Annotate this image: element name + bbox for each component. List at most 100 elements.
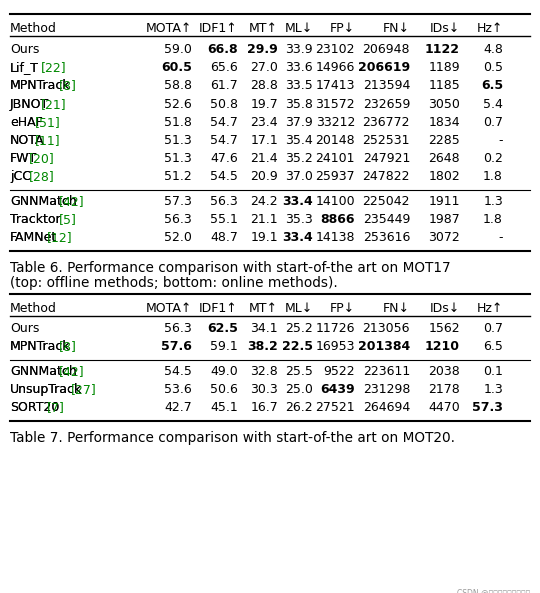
Text: 50.8: 50.8 xyxy=(210,98,238,111)
Text: NOTA: NOTA xyxy=(10,134,44,147)
Text: 23.4: 23.4 xyxy=(251,116,278,129)
Text: jCC: jCC xyxy=(10,170,31,183)
Text: 1185: 1185 xyxy=(428,79,460,93)
Text: 4470: 4470 xyxy=(428,401,460,414)
Text: 24.2: 24.2 xyxy=(251,195,278,208)
Text: [42]: [42] xyxy=(59,195,85,208)
Text: 51.3: 51.3 xyxy=(164,134,192,147)
Text: 35.4: 35.4 xyxy=(285,134,313,147)
Text: MPNTrack: MPNTrack xyxy=(10,79,71,93)
Text: 1562: 1562 xyxy=(428,322,460,335)
Text: FAMNet[12]: FAMNet[12] xyxy=(10,231,83,244)
Text: 1189: 1189 xyxy=(428,61,460,74)
Text: 1.8: 1.8 xyxy=(483,170,503,183)
Text: Ours: Ours xyxy=(10,43,39,56)
Text: 201384: 201384 xyxy=(357,340,410,353)
Text: FWT: FWT xyxy=(10,152,37,165)
Text: 28.8: 28.8 xyxy=(250,79,278,93)
Text: 54.5: 54.5 xyxy=(164,365,192,378)
Text: (top: offline methods; bottom: online methods).: (top: offline methods; bottom: online me… xyxy=(10,276,338,290)
Text: MPNTrack: MPNTrack xyxy=(10,340,71,353)
Text: 14966: 14966 xyxy=(315,61,355,74)
Text: 206948: 206948 xyxy=(362,43,410,56)
Text: 35.2: 35.2 xyxy=(285,152,313,165)
Text: 56.3: 56.3 xyxy=(210,195,238,208)
Text: 1.3: 1.3 xyxy=(483,383,503,396)
Text: 0.5: 0.5 xyxy=(483,61,503,74)
Text: JBNOT: JBNOT xyxy=(10,98,49,111)
Text: MOTA↑: MOTA↑ xyxy=(146,302,192,315)
Text: 1122: 1122 xyxy=(425,43,460,56)
Text: eHAF[51]: eHAF[51] xyxy=(10,116,69,129)
Text: 57.3: 57.3 xyxy=(164,195,192,208)
Text: 235449: 235449 xyxy=(363,213,410,226)
Text: 21.4: 21.4 xyxy=(251,152,278,165)
Text: 54.7: 54.7 xyxy=(210,116,238,129)
Text: 11726: 11726 xyxy=(315,322,355,335)
Text: 225042: 225042 xyxy=(362,195,410,208)
Text: SORT20[7]: SORT20[7] xyxy=(10,401,77,414)
Text: 51.3: 51.3 xyxy=(164,152,192,165)
Text: 1834: 1834 xyxy=(428,116,460,129)
Text: GNNMatch: GNNMatch xyxy=(10,195,77,208)
Text: UnsupTrack: UnsupTrack xyxy=(10,383,82,396)
Text: MPNTrack: MPNTrack xyxy=(10,79,71,93)
Text: ML↓: ML↓ xyxy=(285,22,313,35)
Text: 49.0: 49.0 xyxy=(210,365,238,378)
Text: [28]: [28] xyxy=(29,170,55,183)
Text: [8]: [8] xyxy=(59,340,77,353)
Text: 37.0: 37.0 xyxy=(285,170,313,183)
Text: Lif_T: Lif_T xyxy=(10,61,39,74)
Text: 213056: 213056 xyxy=(362,322,410,335)
Text: MPNTrack: MPNTrack xyxy=(10,340,71,353)
Text: Lif_T[22]: Lif_T[22] xyxy=(10,61,65,74)
Text: 21.1: 21.1 xyxy=(251,213,278,226)
Text: 264694: 264694 xyxy=(363,401,410,414)
Text: 17413: 17413 xyxy=(315,79,355,93)
Text: 17.1: 17.1 xyxy=(250,134,278,147)
Text: 2648: 2648 xyxy=(428,152,460,165)
Text: 33.4: 33.4 xyxy=(282,231,313,244)
Text: 5.4: 5.4 xyxy=(483,98,503,111)
Text: NOTA[11]: NOTA[11] xyxy=(10,134,70,147)
Text: 31572: 31572 xyxy=(315,98,355,111)
Text: Method: Method xyxy=(10,22,57,35)
Text: GNNMatch[42]: GNNMatch[42] xyxy=(10,365,103,378)
Text: 38.2: 38.2 xyxy=(247,340,278,353)
Text: 59.1: 59.1 xyxy=(210,340,238,353)
Text: 50.6: 50.6 xyxy=(210,383,238,396)
Text: SORT20: SORT20 xyxy=(10,401,59,414)
Text: 206619: 206619 xyxy=(358,61,410,74)
Text: MT↑: MT↑ xyxy=(249,302,278,315)
Text: 223611: 223611 xyxy=(363,365,410,378)
Text: 14138: 14138 xyxy=(315,231,355,244)
Text: 20148: 20148 xyxy=(315,134,355,147)
Text: Tracktor: Tracktor xyxy=(10,213,60,226)
Text: 33.9: 33.9 xyxy=(285,43,313,56)
Text: 232659: 232659 xyxy=(363,98,410,111)
Text: 33.5: 33.5 xyxy=(285,79,313,93)
Text: jCC[28]: jCC[28] xyxy=(10,170,57,183)
Text: [22]: [22] xyxy=(40,61,66,74)
Text: 47.6: 47.6 xyxy=(210,152,238,165)
Text: 25937: 25937 xyxy=(315,170,355,183)
Text: 25.0: 25.0 xyxy=(285,383,313,396)
Text: FAMNet: FAMNet xyxy=(10,231,57,244)
Text: 19.1: 19.1 xyxy=(251,231,278,244)
Text: -: - xyxy=(498,134,503,147)
Text: 57.3: 57.3 xyxy=(472,401,503,414)
Text: 236772: 236772 xyxy=(362,116,410,129)
Text: 14100: 14100 xyxy=(315,195,355,208)
Text: 9522: 9522 xyxy=(323,365,355,378)
Text: FWT[20]: FWT[20] xyxy=(10,152,63,165)
Text: Hz↑: Hz↑ xyxy=(477,22,503,35)
Text: Lif_T: Lif_T xyxy=(10,61,39,74)
Text: 20.9: 20.9 xyxy=(250,170,278,183)
Text: 37.9: 37.9 xyxy=(285,116,313,129)
Text: FN↓: FN↓ xyxy=(383,302,410,315)
Text: IDF1↑: IDF1↑ xyxy=(199,22,238,35)
Text: 33.4: 33.4 xyxy=(282,195,313,208)
Text: UnsupTrack[27]: UnsupTrack[27] xyxy=(10,383,108,396)
Text: [27]: [27] xyxy=(71,383,97,396)
Text: 253616: 253616 xyxy=(363,231,410,244)
